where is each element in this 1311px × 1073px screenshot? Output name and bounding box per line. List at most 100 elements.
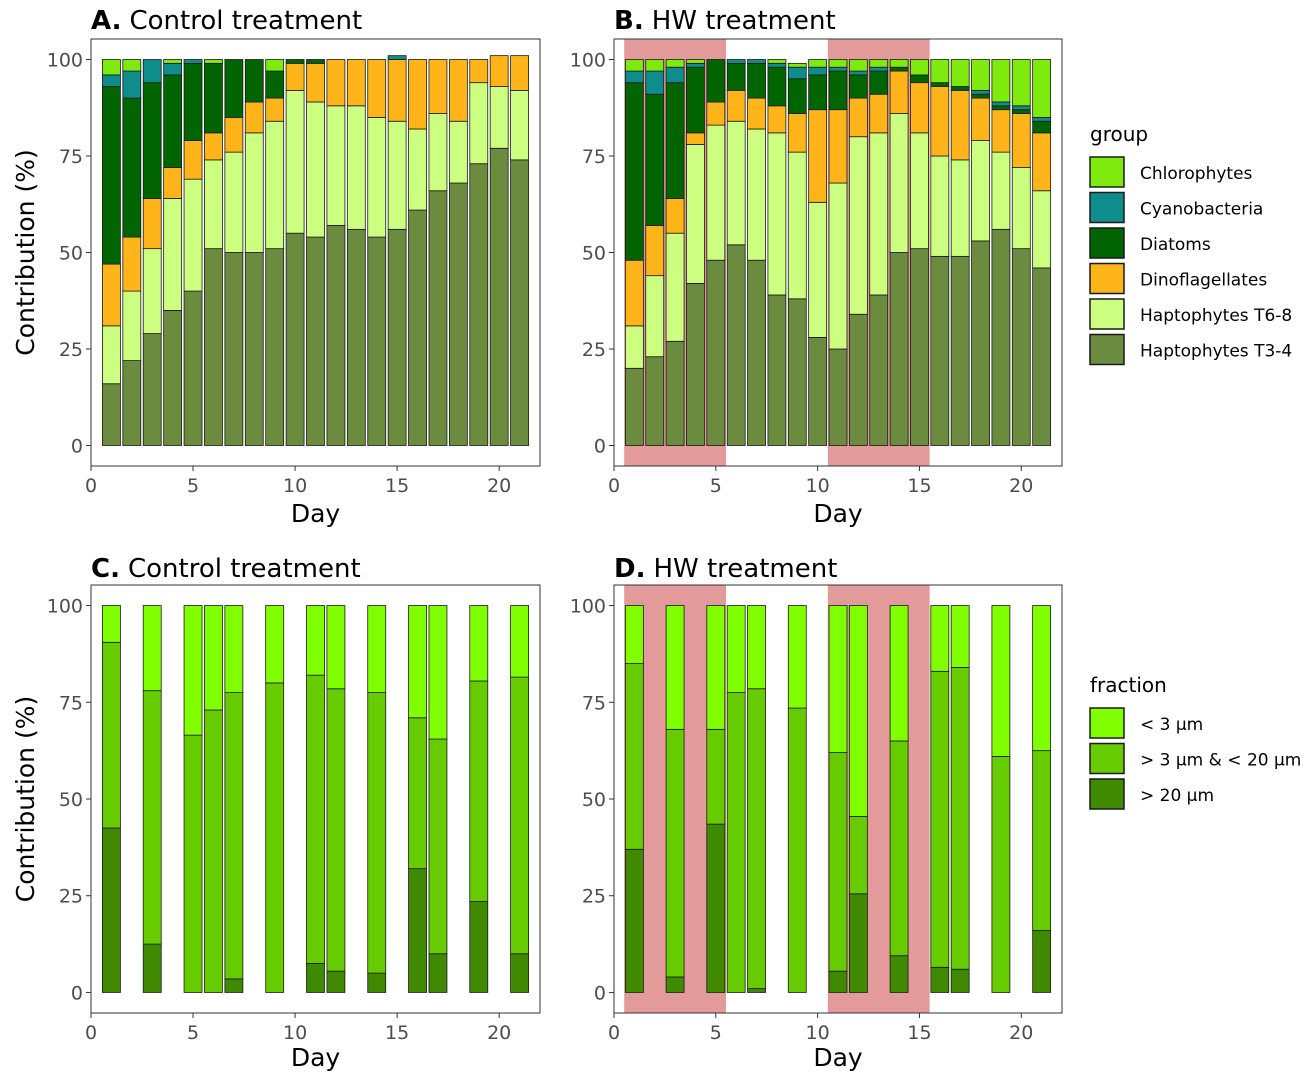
bar-segment [828, 752, 848, 972]
bar-segment [726, 244, 746, 446]
y-tick-label: 100 [47, 596, 83, 618]
bar-segment [889, 66, 909, 72]
x-tick-label: 5 [187, 475, 199, 497]
bar-segment [122, 59, 142, 72]
y-tick-label: 100 [47, 49, 83, 71]
bar-segment [387, 59, 407, 122]
bar-segment [183, 605, 203, 736]
bar-segment [828, 59, 848, 68]
bar-segment [102, 74, 121, 87]
bar-segment [469, 82, 489, 165]
panel-title: A. Control treatment [91, 6, 362, 36]
x-axis-label: Day [813, 499, 863, 528]
bar-segment [910, 59, 929, 76]
y-tick-label: 100 [570, 596, 606, 618]
bar-segment [991, 105, 1011, 111]
bar-segment [726, 89, 746, 122]
bar-segment [265, 70, 285, 99]
legend-swatch [1089, 707, 1125, 739]
bar-segment [285, 59, 305, 64]
bar-segment [726, 692, 746, 993]
bar-segment [624, 59, 644, 72]
y-tick-label: 0 [71, 436, 83, 458]
bar-segment [767, 59, 787, 64]
bar-segment [624, 605, 644, 664]
panel-b: 0 25 50 75 100 0 5 10 15 20 Day B. HW treatment [570, 6, 1063, 528]
bar-segment [102, 86, 121, 265]
panel-letter: C. [91, 554, 120, 584]
bar-segment [469, 605, 489, 682]
bar-segment [889, 113, 909, 253]
bar-segment [706, 59, 726, 103]
y-axis-label: Contribution (%) [11, 149, 40, 355]
bar-segment [787, 707, 807, 993]
bar-segment [767, 66, 787, 107]
bar-segment [991, 101, 1011, 107]
bar-segment [624, 82, 644, 261]
bar-segment [306, 605, 325, 676]
bar-segment [408, 209, 427, 446]
bar-segment [265, 120, 285, 250]
panel-title-text: HW treatment [652, 6, 836, 36]
bar-segment [142, 248, 162, 334]
bar-segment [726, 62, 746, 91]
bar-segment [747, 62, 766, 99]
panel-letter: B. [614, 6, 644, 36]
bar-segment [686, 144, 705, 284]
bar-segment [102, 641, 121, 829]
bar-segment [244, 252, 264, 446]
bar-segment [930, 86, 950, 157]
bar-segment [950, 59, 970, 87]
bar-segment [889, 252, 909, 446]
bar-segment [326, 970, 346, 993]
bar-segment [408, 59, 427, 130]
bar-segment [808, 109, 828, 203]
bar-segment [265, 605, 285, 684]
bar-segment [510, 89, 529, 161]
legend-label: Cyanobacteria [1140, 200, 1263, 220]
bar-segment [367, 116, 387, 238]
bar-segment [828, 348, 848, 446]
x-tick-label: 20 [1009, 1022, 1033, 1044]
bar-segment [686, 59, 705, 64]
legend-label: Dinoflagellates [1140, 271, 1267, 291]
bar-segment [869, 93, 889, 134]
y-tick-label: 25 [59, 339, 83, 361]
bar-segment [665, 232, 685, 342]
bar-segment [645, 70, 665, 95]
bar-segment [163, 167, 183, 199]
bar-segment [971, 97, 990, 141]
bar-segment [624, 325, 644, 369]
bar-segment [869, 132, 889, 296]
bar-segment [624, 663, 644, 850]
bar-segment [767, 294, 787, 446]
panel-title-text: HW treatment [653, 554, 837, 584]
legend-swatch [1089, 227, 1125, 259]
legend-label: Diatoms [1140, 235, 1211, 255]
bar-segment [183, 734, 203, 993]
bar-segment [448, 182, 468, 446]
bar-segment [869, 59, 889, 68]
bar-segment [510, 953, 529, 993]
y-tick-label: 75 [59, 146, 83, 168]
bar-segment [787, 66, 807, 80]
bar-segment [102, 59, 121, 76]
panel-letter: A. [91, 6, 121, 36]
bar-segment [489, 86, 509, 149]
bar-segment [686, 62, 705, 68]
x-tick-label: 0 [608, 475, 620, 497]
bar-segment [787, 62, 807, 68]
bar-segment [163, 59, 183, 64]
bar-segment [889, 740, 909, 957]
bar-segment [387, 55, 407, 60]
x-tick-label: 5 [710, 475, 722, 497]
bar-segment [469, 59, 489, 84]
bar-segment [747, 605, 766, 690]
bar-segment [889, 955, 909, 993]
bar-segment [428, 953, 448, 993]
bar-segment [306, 101, 325, 238]
bar-segment [428, 190, 448, 446]
bar-segment [848, 97, 868, 138]
x-tick-label: 10 [806, 475, 830, 497]
bar-segment [1032, 750, 1052, 931]
